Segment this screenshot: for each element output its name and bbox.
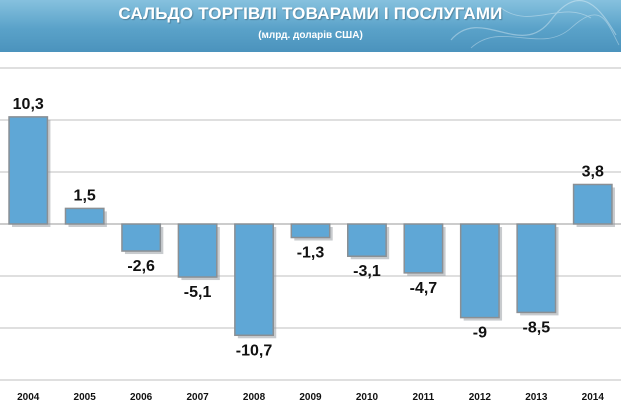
bar-2004 (8, 116, 49, 225)
bar-2010 (347, 223, 387, 257)
chart-subtitle: (млрд. доларів США) (258, 30, 363, 41)
bar-2014 (572, 183, 613, 225)
decorative-swirl-icon (450, 0, 620, 49)
bar-2012 (459, 223, 500, 319)
bar-2005 (64, 207, 105, 225)
x-tick-2005: 2005 (74, 392, 97, 403)
x-tick-2012: 2012 (469, 392, 492, 403)
bar-2008 (234, 223, 274, 337)
title-banner: САЛЬДО ТОРГІВЛІ ТОВАРАМИ І ПОСЛУГАМИ (мл… (0, 0, 621, 52)
x-tick-2006: 2006 (130, 392, 153, 403)
data-label-2006: -2,6 (127, 258, 155, 275)
bar-2011 (403, 223, 444, 274)
x-tick-2014: 2014 (582, 392, 605, 403)
data-label-2007: -5,1 (184, 284, 212, 301)
x-tick-2008: 2008 (243, 392, 266, 403)
data-label-2004: 10,3 (13, 96, 44, 113)
data-label-2012: -9 (473, 325, 487, 342)
data-label-2011: -4,7 (410, 280, 438, 297)
x-tick-2007: 2007 (186, 392, 209, 403)
bar-2006 (121, 223, 162, 252)
x-tick-2004: 2004 (17, 392, 40, 403)
x-tick-2009: 2009 (299, 392, 322, 403)
data-label-2008: -10,7 (236, 342, 273, 359)
bar-2007 (177, 223, 218, 278)
chart-title: САЛЬДО ТОРГІВЛІ ТОВАРАМИ І ПОСЛУГАМИ (118, 4, 503, 23)
bar-2013 (516, 223, 557, 314)
data-labels: 10,3 1,5 -2,6 -5,1 -10,7 -1,3 -3,1 -4,7 -9 -8,5 3,… (13, 96, 604, 359)
data-label-2014: 3,8 (582, 163, 604, 180)
x-tick-2010: 2010 (356, 392, 379, 403)
x-tick-2011: 2011 (413, 392, 435, 403)
data-label-2010: -3,1 (353, 263, 381, 280)
x-tick-2013: 2013 (525, 392, 548, 403)
data-label-2005: 1,5 (74, 187, 96, 204)
bars (8, 116, 615, 339)
data-label-2009: -1,3 (297, 245, 325, 262)
bar-2009 (290, 223, 331, 239)
x-tick-labels: 2004 2005 2006 2007 2008 2009 2010 2011 2012 2013… (17, 392, 604, 403)
data-label-2013: -8,5 (523, 319, 551, 336)
